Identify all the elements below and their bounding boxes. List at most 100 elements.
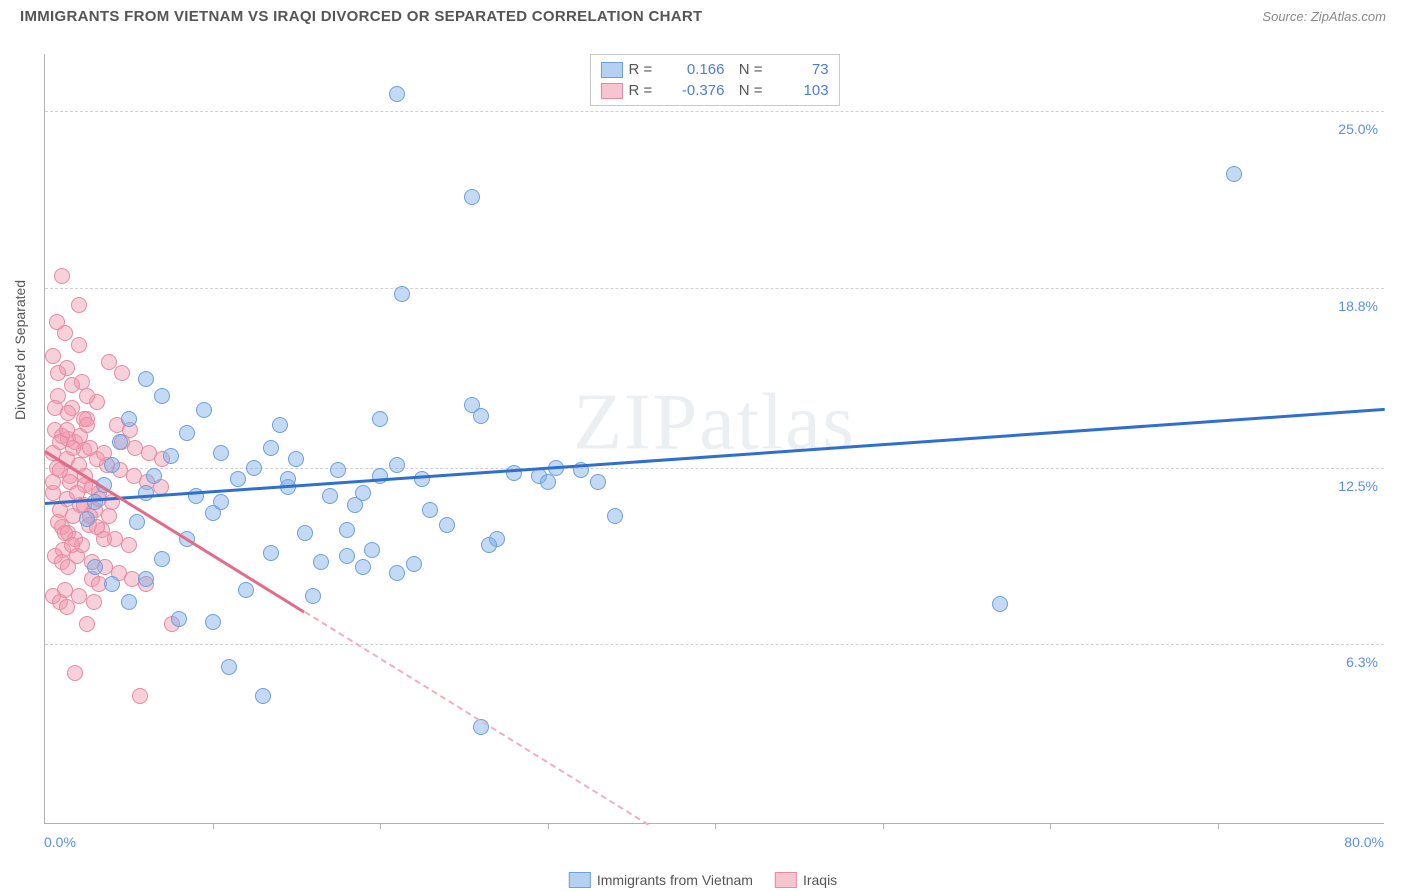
legend-r-value-1: -0.376 <box>664 82 724 99</box>
data-point <box>132 688 148 704</box>
data-point <box>49 314 65 330</box>
data-point <box>64 377 80 393</box>
x-axis-max-label: 80.0% <box>1344 834 1384 850</box>
data-point <box>213 445 229 461</box>
data-point <box>339 548 355 564</box>
data-point <box>71 337 87 353</box>
data-point <box>87 494 103 510</box>
swatch-blue-icon <box>569 872 591 888</box>
data-point <box>473 408 489 424</box>
data-point <box>205 614 221 630</box>
swatch-pink-icon <box>600 83 622 99</box>
data-point <box>67 665 83 681</box>
gridline-horizontal <box>45 111 1384 112</box>
data-point <box>87 559 103 575</box>
legend-item-label: Immigrants from Vietnam <box>597 872 753 888</box>
data-point <box>146 468 162 484</box>
y-tick-label: 12.5% <box>1338 478 1378 494</box>
data-point <box>464 189 480 205</box>
x-tick <box>380 823 381 829</box>
data-point <box>138 371 154 387</box>
series-legend: Immigrants from Vietnam Iraqis <box>569 872 837 888</box>
legend-n-label: N = <box>730 61 762 78</box>
data-point <box>54 268 70 284</box>
data-point <box>406 556 422 572</box>
data-point <box>355 559 371 575</box>
data-point <box>114 365 130 381</box>
swatch-blue-icon <box>600 62 622 78</box>
data-point <box>196 402 212 418</box>
data-point <box>394 286 410 302</box>
legend-item-vietnam: Immigrants from Vietnam <box>569 872 753 888</box>
x-axis-min-label: 0.0% <box>44 834 76 850</box>
data-point <box>112 434 128 450</box>
data-point <box>163 448 179 464</box>
source-value: ZipAtlas.com <box>1311 9 1386 24</box>
data-point <box>481 537 497 553</box>
data-point <box>389 565 405 581</box>
data-point <box>590 474 606 490</box>
data-point <box>59 599 75 615</box>
data-point <box>372 411 388 427</box>
data-point <box>339 522 355 538</box>
data-point <box>263 545 279 561</box>
data-point <box>79 388 95 404</box>
data-point <box>414 471 430 487</box>
y-tick-label: 18.8% <box>1338 298 1378 314</box>
legend-n-label: N = <box>730 82 762 99</box>
x-tick <box>883 823 884 829</box>
chart-title: IMMIGRANTS FROM VIETNAM VS IRAQI DIVORCE… <box>20 8 702 25</box>
data-point <box>129 514 145 530</box>
trendline-vietnam <box>45 408 1385 505</box>
data-point <box>179 425 195 441</box>
x-tick <box>213 823 214 829</box>
data-point <box>104 457 120 473</box>
data-point <box>607 508 623 524</box>
legend-r-label: R = <box>628 61 658 78</box>
data-point <box>439 517 455 533</box>
data-point <box>305 588 321 604</box>
data-point <box>86 594 102 610</box>
data-point <box>246 460 262 476</box>
data-point <box>79 616 95 632</box>
x-tick <box>715 823 716 829</box>
data-point <box>238 582 254 598</box>
data-point <box>230 471 246 487</box>
data-point <box>389 86 405 102</box>
data-point <box>64 537 80 553</box>
data-point <box>45 348 61 364</box>
data-point <box>221 659 237 675</box>
data-point <box>263 440 279 456</box>
data-point <box>154 551 170 567</box>
x-tick <box>1218 823 1219 829</box>
data-point <box>138 485 154 501</box>
data-point <box>422 502 438 518</box>
data-point <box>79 417 95 433</box>
legend-row-iraqi: R = -0.376 N = 103 <box>600 80 828 101</box>
y-axis-label: Divorced or Separated <box>12 280 28 420</box>
data-point <box>121 594 137 610</box>
data-point <box>540 474 556 490</box>
header: IMMIGRANTS FROM VIETNAM VS IRAQI DIVORCE… <box>0 0 1406 29</box>
data-point <box>60 405 76 421</box>
data-point <box>101 354 117 370</box>
y-tick-label: 6.3% <box>1346 654 1378 670</box>
gridline-horizontal <box>45 288 1384 289</box>
x-tick <box>1050 823 1051 829</box>
legend-n-value-1: 103 <box>769 82 829 99</box>
correlation-legend: R = 0.166 N = 73 R = -0.376 N = 103 <box>589 54 839 106</box>
chart-area: ZIPatlas 6.3%12.5%18.8%25.0% R = 0.166 N… <box>44 54 1384 824</box>
data-point <box>60 559 76 575</box>
legend-item-iraqi: Iraqis <box>775 872 837 888</box>
legend-n-value-0: 73 <box>769 61 829 78</box>
source-label: Source: <box>1262 9 1307 24</box>
data-point <box>71 297 87 313</box>
data-point <box>104 576 120 592</box>
data-point <box>96 531 112 547</box>
data-point <box>171 611 187 627</box>
data-point <box>372 468 388 484</box>
data-point <box>330 462 346 478</box>
data-point <box>121 537 137 553</box>
gridline-horizontal <box>45 644 1384 645</box>
data-point <box>205 505 221 521</box>
